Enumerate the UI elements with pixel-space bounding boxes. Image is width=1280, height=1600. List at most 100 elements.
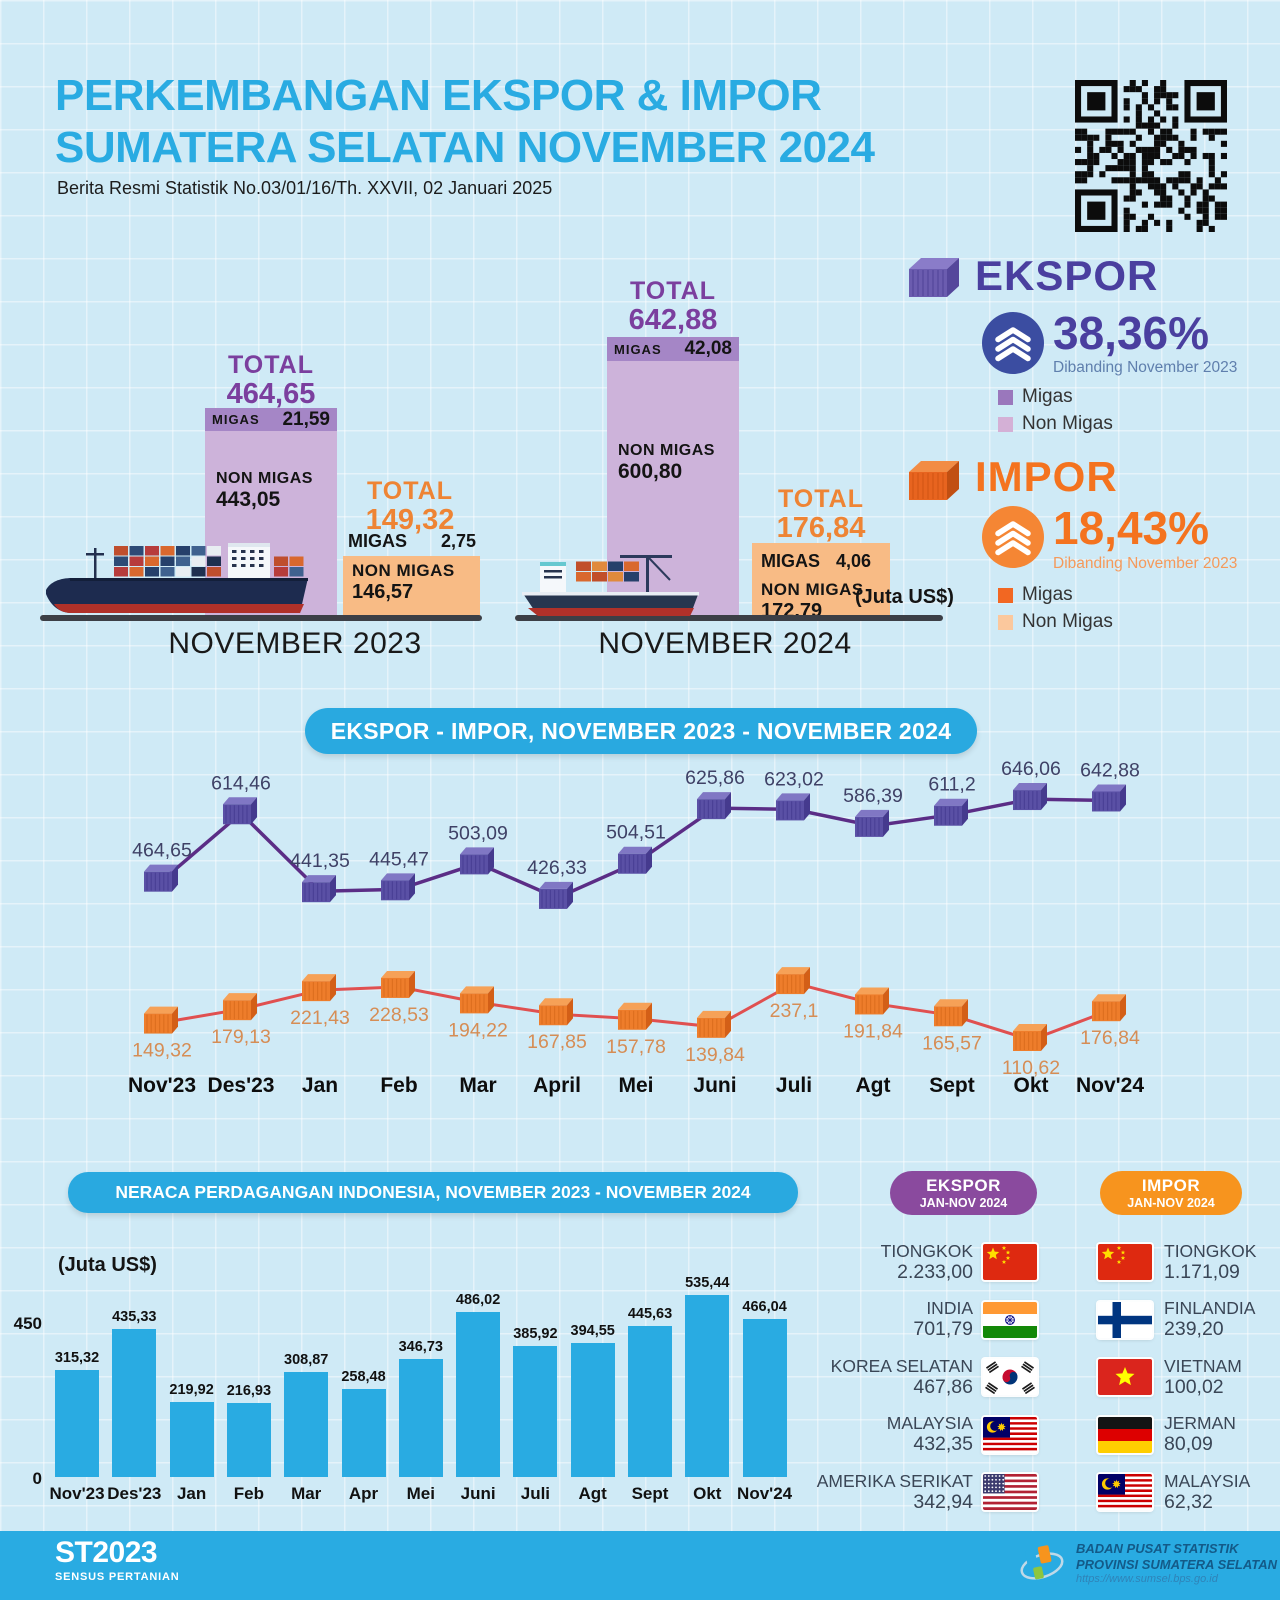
partner-name: TIONGKOK (1164, 1240, 1257, 1261)
legend-swatch (998, 416, 1013, 432)
ekspor-point (223, 797, 257, 825)
ekspor-value-label: 445,47 (369, 848, 429, 870)
line-chart-x-label: Sept (929, 1074, 975, 1097)
ekspor-value-label: 503,09 (448, 822, 508, 844)
trade-balance-bar (226, 1403, 271, 1477)
malaysia-flag (983, 1416, 1037, 1453)
legend-label: Non Migas (1022, 611, 1113, 632)
ekspor-point (618, 846, 652, 874)
trade-balance-bar (513, 1345, 558, 1477)
trade-balance-unit: (Juta US$) (58, 1254, 157, 1276)
impor-value-label: 194,22 (448, 1019, 508, 1041)
partner-value: 2.233,00 (897, 1260, 973, 1283)
impor-partner-row: VIETNAM 100,02 (1098, 1351, 1280, 1403)
partner-value: 62,32 (1164, 1490, 1213, 1513)
trade-balance-value: 466,04 (742, 1298, 787, 1315)
impor-summary-title: IMPOR (975, 453, 1118, 500)
trade-balance-bar-chart: 450 0 315,32 Nov'23 435,33 Des'23 219,92 Jan 216… (0, 1240, 820, 1540)
trade-balance-bar (570, 1342, 615, 1477)
trade-balance-value: 385,92 (513, 1325, 558, 1342)
container-icon-impor (909, 461, 959, 500)
partner-value: 80,09 (1164, 1433, 1213, 1456)
partner-value: 432,35 (913, 1433, 973, 1456)
ekspor-legend: Migas Non Migas (998, 386, 1113, 435)
trade-balance-bar (112, 1329, 157, 1477)
release-subtitle: Berita Resmi Statistik No.03/01/16/Th. X… (57, 178, 553, 198)
trade-balance-x-label: Jan (176, 1484, 207, 1503)
impor-point (460, 986, 494, 1014)
trade-balance-x-label: Agt (578, 1484, 607, 1503)
trade-balance-bar (169, 1402, 214, 1477)
impor-percent: 18,43% (1053, 502, 1210, 554)
trade-balance-x-label: Mei (406, 1484, 435, 1503)
impor-legend: Migas Non Migas (998, 584, 1113, 633)
ekspor-percent: 38,36% (1053, 307, 1210, 359)
impor-point (618, 1002, 652, 1030)
trade-balance-bar (628, 1325, 672, 1477)
ekspor-value-label: 611,2 (928, 774, 975, 796)
impor-point (223, 993, 257, 1021)
impor-point (776, 967, 810, 995)
impor-2024-migas-row: MIGAS 4,06 (761, 551, 871, 571)
south-korea-flag (983, 1359, 1037, 1395)
partner-name: MALAYSIA (886, 1413, 973, 1434)
trade-balance-value: 219,92 (169, 1382, 214, 1399)
ekspor-point (381, 873, 415, 901)
ekspor-value-label: 642,88 (1080, 760, 1140, 782)
partner-name: TIONGKOK (880, 1240, 973, 1261)
trade-balance-title: NERACA PERDAGANGAN INDONESIA, NOVEMBER 2… (68, 1172, 798, 1213)
ekspor-point (460, 847, 494, 875)
y-tick-0: 0 (32, 1469, 42, 1488)
impor-point (144, 1006, 178, 1034)
ekspor-point (302, 875, 336, 903)
trade-balance-x-label: Feb (233, 1484, 264, 1503)
unit-note: (Juta US$) (855, 586, 954, 608)
partner-name: AMERIKA SERIKAT (816, 1470, 973, 1491)
legend-swatch (998, 587, 1013, 603)
ekspor-value-label: 625,86 (685, 767, 745, 789)
impor-point (302, 974, 336, 1002)
partner-value: 701,79 (913, 1318, 973, 1341)
line-chart-x-label: Agt (856, 1074, 891, 1097)
ekspor-2024-migas-strip: MIGAS 42,08 (607, 337, 739, 361)
impor-point (1013, 1024, 1047, 1051)
ekspor-2024-bar: MIGAS 42,08 NON MIGAS 600,80 (607, 337, 739, 618)
impor-partner-row: MALAYSIA 62,32 (1098, 1466, 1280, 1518)
line-chart-title: EKSPOR - IMPOR, NOVEMBER 2023 - NOVEMBER… (305, 708, 977, 754)
china-flag (1098, 1244, 1152, 1280)
ekspor-point (1092, 784, 1126, 812)
legend-item: Non Migas (998, 611, 1113, 633)
impor-point (855, 987, 889, 1015)
trade-balance-x-label: Apr (348, 1484, 379, 1503)
period-label-2024: NOVEMBER 2024 (598, 627, 852, 660)
trade-balance-x-label: Juni (460, 1484, 496, 1503)
line-chart-x-label: Juni (693, 1074, 736, 1097)
trade-balance-bar (398, 1359, 443, 1477)
impor-value-label: 179,13 (211, 1026, 271, 1048)
partner-name: VIETNAM (1164, 1355, 1242, 1376)
trade-balance-x-label: Mar (291, 1484, 322, 1503)
ekspor-value-label: 586,39 (843, 785, 903, 807)
partner-name: FINLANDIA (1164, 1298, 1256, 1319)
impor-2023-nonmigas: NON MIGAS 146,57 (352, 561, 455, 603)
finland-flag (1098, 1301, 1152, 1338)
trade-balance-bar (341, 1389, 386, 1477)
cargo-ship-illustration-small (522, 555, 699, 616)
impor-2023-migas-row: MIGAS 2,75 (348, 531, 476, 551)
impor-partner-row: TIONGKOK 1.171,09 (1098, 1236, 1280, 1288)
ekspor-partners-pill: EKSPOR JAN-NOV 2024 (890, 1171, 1037, 1215)
line-chart-x-label: Okt (1013, 1074, 1048, 1097)
legend-swatch (998, 614, 1013, 630)
impor-point (539, 998, 573, 1026)
ekspor-2023-migas-strip: MIGAS 21,59 (205, 408, 337, 431)
ekspor-compare-note: Dibanding November 2023 (1053, 359, 1238, 376)
india-flag (983, 1301, 1037, 1338)
ground-line-left (40, 615, 482, 621)
line-chart-x-label: Feb (380, 1074, 417, 1097)
impor-2023-bar: NON MIGAS 146,57 (343, 556, 480, 618)
ekspor-partner-row: INDIA 701,79 (790, 1294, 1037, 1346)
trade-balance-bar (55, 1369, 99, 1477)
impor-point (697, 1010, 731, 1038)
trade-balance-value: 315,32 (54, 1349, 100, 1366)
